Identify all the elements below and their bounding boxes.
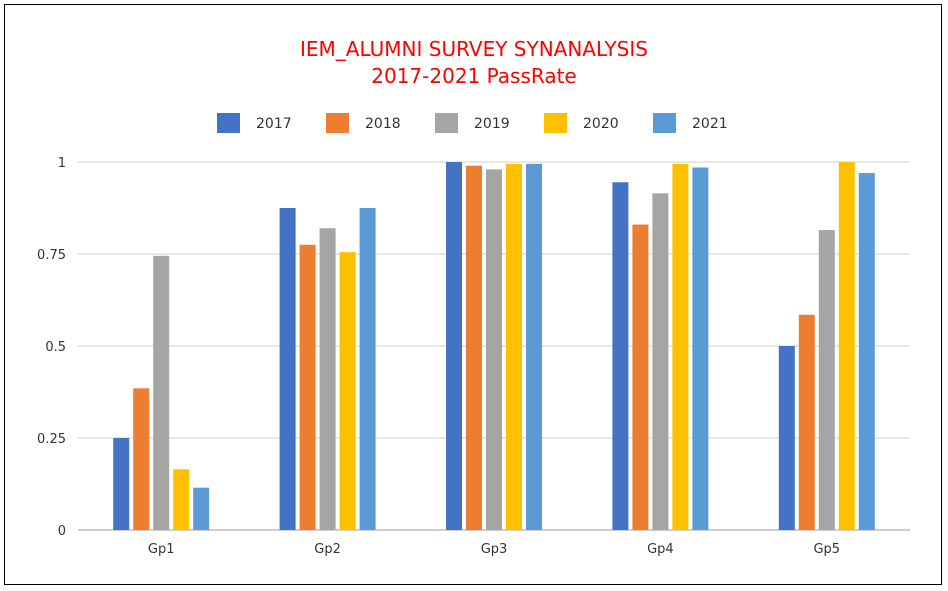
y-tick-label: 0.25 <box>37 432 66 447</box>
legend-label: 2017 <box>256 116 292 132</box>
bar-gp2-2018 <box>299 244 316 531</box>
bar-gp1-2020 <box>173 469 190 530</box>
x-tick-label: Gp1 <box>148 542 175 557</box>
legend-swatch <box>435 113 458 133</box>
legend-label: 2020 <box>583 116 619 132</box>
bar-gp5-2021 <box>858 173 875 531</box>
x-tick-label: Gp3 <box>481 542 508 557</box>
bar-gp2-2019 <box>319 228 336 531</box>
bar-gp4-2019 <box>652 193 669 530</box>
bar-gp4-2021 <box>692 167 709 530</box>
bar-gp1-2018 <box>133 388 150 530</box>
bars <box>113 162 875 531</box>
bar-gp4-2020 <box>672 163 689 530</box>
bar-gp5-2020 <box>838 162 855 530</box>
bar-gp3-2017 <box>446 162 462 530</box>
y-tick-label: 0 <box>58 524 66 539</box>
legend-label: 2019 <box>474 116 510 132</box>
bar-gp4-2017 <box>612 182 629 531</box>
legend-swatch <box>544 113 567 133</box>
bar-gp1-2021 <box>193 487 210 530</box>
y-axis-ticks: 0 0.25 0.5 0.75 1 <box>37 156 66 539</box>
legend-swatch <box>217 113 240 133</box>
bar-gp1-2017 <box>113 438 130 530</box>
legend-swatch <box>326 113 349 133</box>
x-tick-label: Gp2 <box>314 542 341 557</box>
bar-gp3-2020 <box>506 163 522 530</box>
bar-gp5-2019 <box>818 230 835 530</box>
legend-label: 2018 <box>365 116 401 132</box>
bar-gp2-2020 <box>339 252 356 530</box>
x-tick-label: Gp4 <box>647 542 674 557</box>
bar-gp5-2018 <box>798 314 815 530</box>
chart-title: IEM_ALUMNI SURVEY SYNANALYSIS <box>300 37 648 61</box>
legend-swatch <box>653 113 676 133</box>
bar-gp3-2018 <box>466 165 482 530</box>
bar-gp1-2019 <box>153 255 170 530</box>
y-tick-label: 1 <box>58 156 66 171</box>
legend: 2017 2018 2019 2020 2021 <box>217 113 728 133</box>
bar-gp3-2019 <box>486 169 502 531</box>
bar-gp4-2018 <box>632 224 649 530</box>
x-axis-ticks: Gp1 Gp2 Gp3 Gp4 Gp5 <box>148 542 840 557</box>
bar-gp2-2017 <box>279 208 296 530</box>
y-tick-label: 0.75 <box>37 248 66 263</box>
bar-gp2-2021 <box>359 208 376 530</box>
y-tick-label: 0.5 <box>45 340 66 355</box>
x-tick-label: Gp5 <box>813 542 840 557</box>
legend-label: 2021 <box>692 116 728 132</box>
bar-gp5-2017 <box>778 346 795 530</box>
chart-subtitle: 2017-2021 PassRate <box>371 64 577 88</box>
bar-gp3-2021 <box>526 163 542 530</box>
